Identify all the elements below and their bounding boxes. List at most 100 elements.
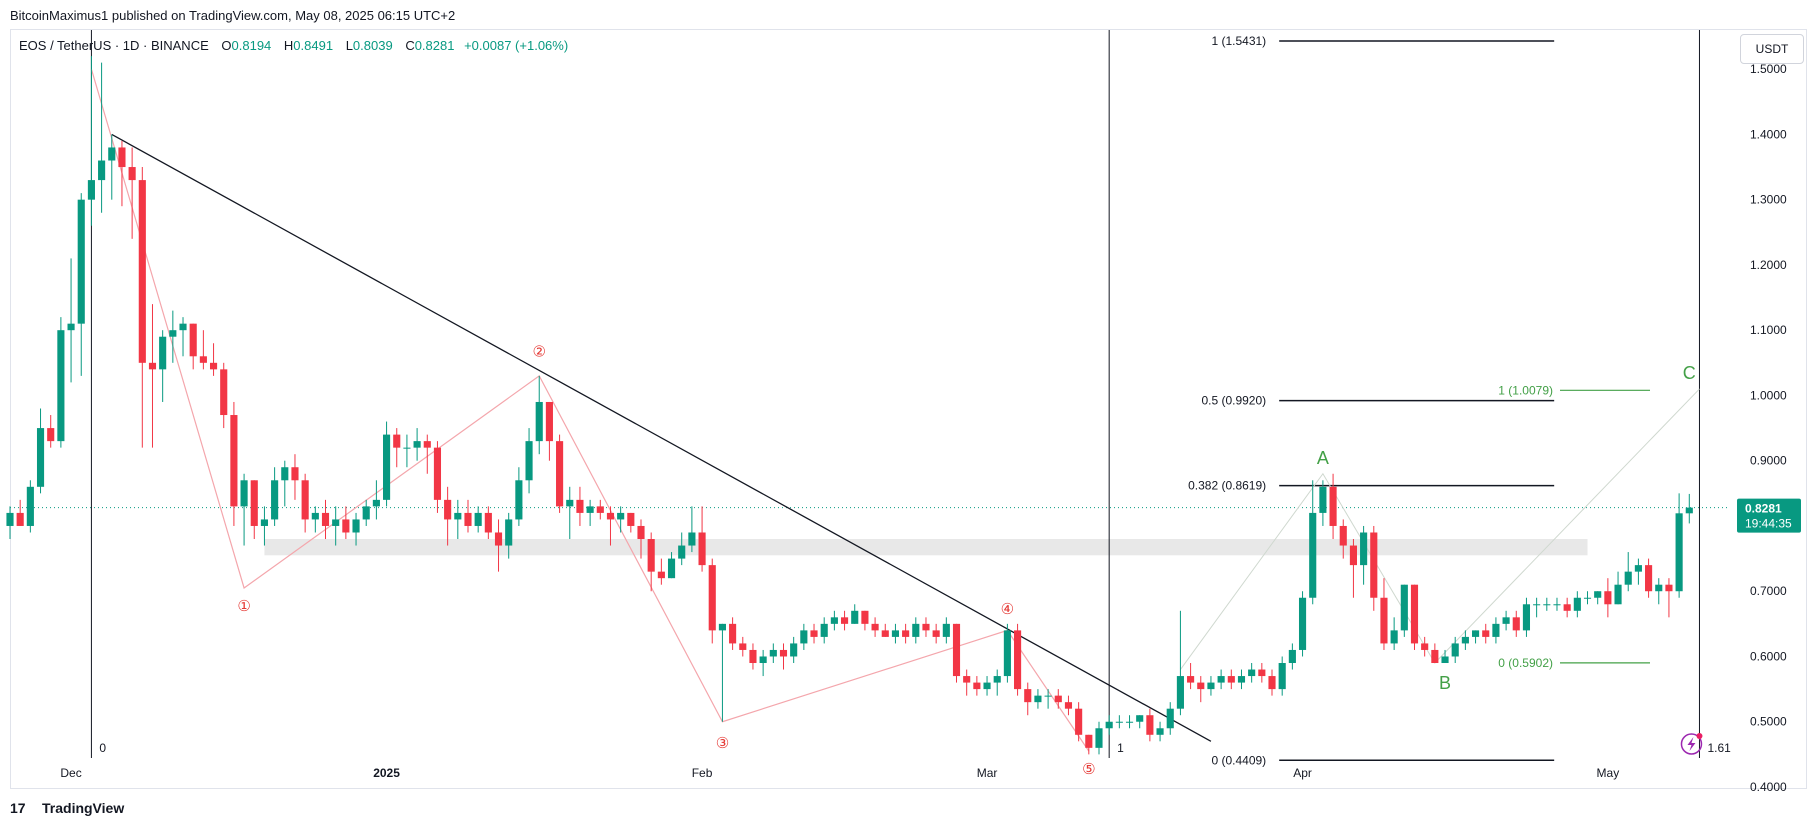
candle-body: [1054, 695, 1062, 703]
candle-body: [1024, 689, 1032, 703]
candle-body: [1248, 669, 1256, 677]
candle: [576, 486, 584, 526]
candle: [810, 623, 818, 644]
candle: [1604, 578, 1612, 618]
symbol-name[interactable]: EOS / TetherUS · 1D · BINANCE: [19, 38, 209, 53]
price-tick-label: 1.3000: [1750, 193, 1787, 207]
candle-body: [525, 441, 533, 481]
candle: [769, 643, 777, 664]
impulse-wave-label: ②: [533, 342, 546, 360]
candle-body: [1624, 571, 1632, 585]
candle: [1461, 630, 1469, 650]
candle-body: [118, 147, 126, 168]
candle-body: [494, 532, 503, 546]
candle-body: [6, 512, 14, 526]
candle-body: [169, 330, 177, 337]
publisher-line: BitcoinMaximus1 published on TradingView…: [10, 8, 456, 23]
time-tick-label: Feb: [692, 766, 713, 780]
candle-body: [220, 369, 228, 416]
candle-body: [1146, 715, 1154, 735]
candle-body: [1309, 512, 1317, 598]
candle: [1370, 525, 1378, 611]
price-tag-box: [1737, 498, 1801, 533]
candle: [637, 519, 645, 559]
candle-body: [1268, 676, 1276, 690]
candle-body: [973, 682, 981, 690]
candle-body: [779, 649, 788, 657]
candle-body: [1075, 708, 1083, 735]
candle: [1187, 663, 1195, 690]
candle-body: [321, 512, 330, 526]
change-value: +0.0087 (+1.06%): [464, 38, 569, 53]
price-tick-label: 1.0000: [1750, 388, 1787, 402]
candle: [647, 532, 655, 592]
candle: [779, 643, 788, 670]
candle: [1319, 480, 1327, 526]
candle: [1227, 669, 1235, 690]
candle: [1207, 676, 1215, 696]
candle: [932, 623, 940, 644]
candle: [444, 486, 452, 546]
candle-body: [230, 415, 238, 507]
candle: [525, 428, 533, 494]
candle-body: [576, 499, 584, 513]
candle: [1594, 591, 1602, 605]
candle-body: [739, 643, 747, 650]
candle: [1472, 630, 1480, 644]
candle: [1421, 636, 1429, 657]
candle: [1451, 636, 1459, 664]
candle: [1655, 578, 1663, 605]
candle: [148, 304, 157, 448]
candle-body: [637, 525, 645, 540]
candle-body: [413, 441, 421, 448]
candle-body: [1298, 597, 1307, 650]
candle-body: [1136, 715, 1144, 722]
vertical-line-label: 0: [99, 741, 106, 755]
candle-body: [1492, 623, 1500, 637]
chart-frame: [10, 29, 1807, 789]
candle-body: [1115, 721, 1123, 723]
candle-body: [800, 630, 808, 644]
candle-body: [1472, 630, 1480, 637]
candle-body: [1421, 643, 1429, 650]
lightning-icon-ring: [1680, 733, 1703, 755]
candle: [77, 193, 85, 376]
candle: [281, 460, 289, 507]
impulse-wave-label: ③: [716, 734, 729, 752]
time-tick-label: Apr: [1293, 766, 1312, 780]
candle-body: [199, 356, 207, 363]
vertical-line-label: 1: [1117, 741, 1124, 755]
candle: [912, 617, 920, 644]
candle: [708, 558, 716, 644]
candle-body: [301, 480, 309, 520]
candle: [963, 669, 971, 696]
candle: [617, 506, 625, 533]
candle-body: [617, 512, 625, 520]
candle-body: [148, 362, 157, 370]
candle: [586, 499, 594, 526]
candle-body: [1431, 649, 1439, 664]
candle: [494, 519, 503, 572]
candle: [362, 499, 370, 526]
candle-body: [1533, 604, 1541, 606]
tradingview-footer[interactable]: 17 TradingView: [10, 800, 124, 816]
candle: [16, 499, 24, 526]
candle-body: [250, 480, 258, 526]
abc-wave-label: C: [1683, 363, 1696, 383]
candle-body: [851, 610, 859, 624]
candle: [800, 623, 808, 650]
candle: [739, 636, 747, 657]
candle: [840, 610, 849, 631]
candle: [993, 669, 1001, 696]
candle: [423, 434, 431, 474]
candle: [189, 323, 197, 370]
candle-body: [1014, 630, 1022, 690]
candle: [179, 317, 187, 357]
currency-button[interactable]: USDT: [1740, 34, 1804, 64]
candle-body: [372, 499, 380, 507]
price-tag-countdown: 19:44:35: [1745, 517, 1792, 531]
candle-body: [1543, 604, 1551, 606]
fib-level-label: 0 (0.4409): [1211, 753, 1266, 767]
candle: [1248, 663, 1256, 683]
